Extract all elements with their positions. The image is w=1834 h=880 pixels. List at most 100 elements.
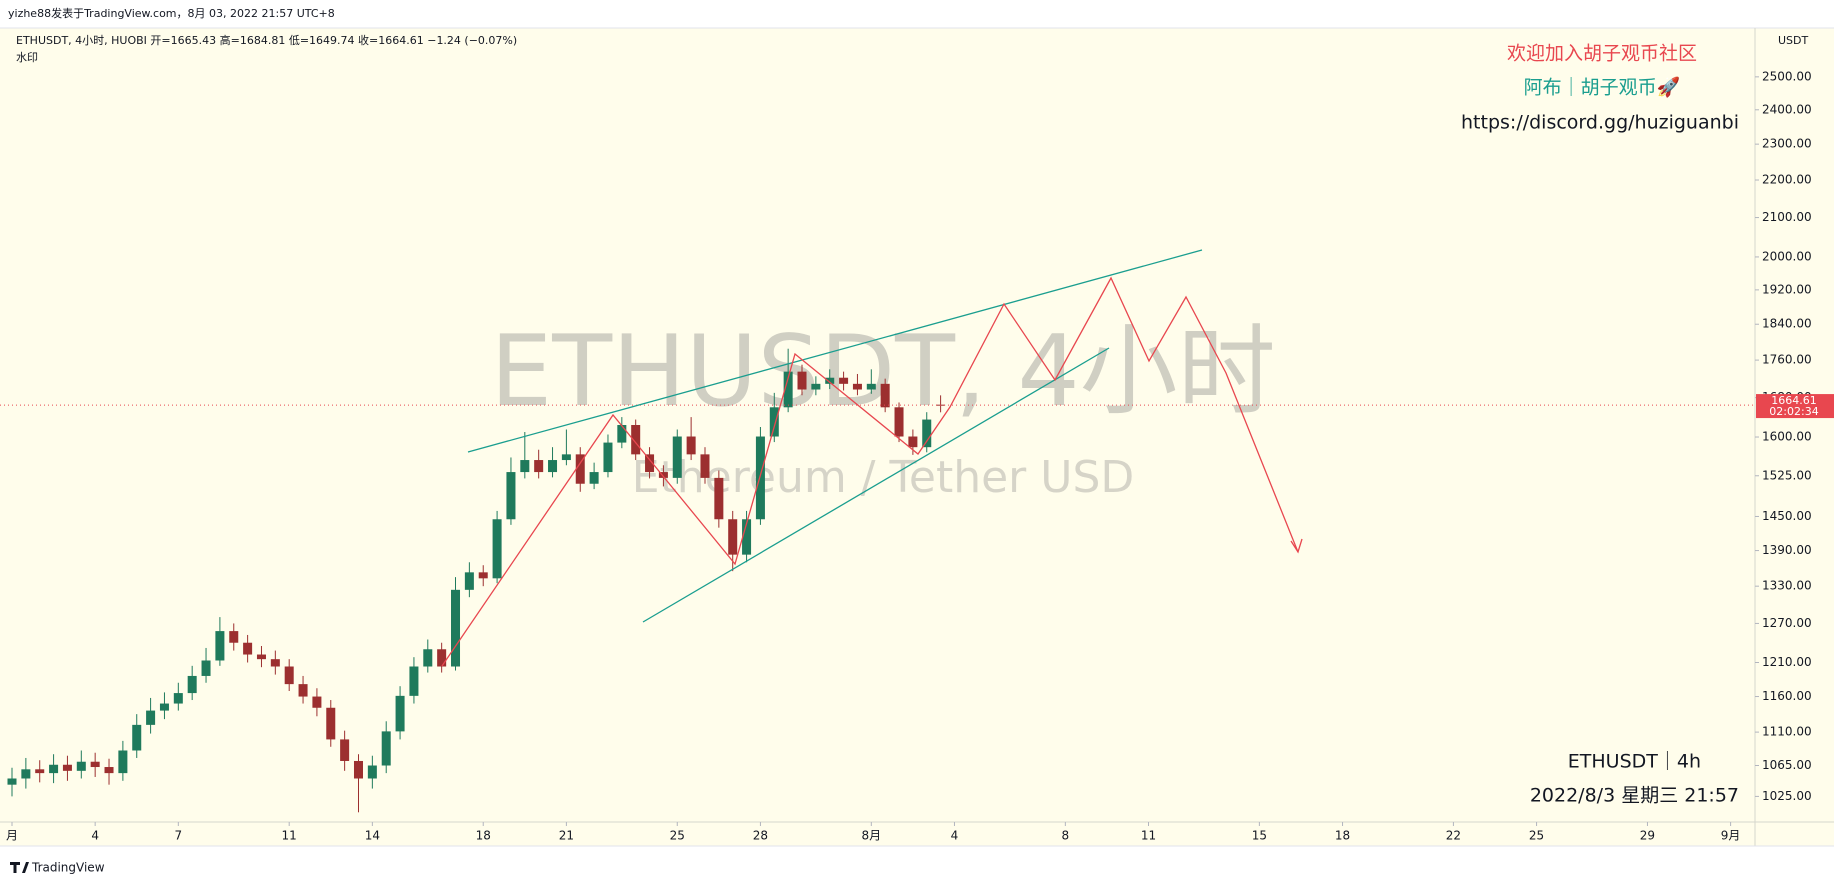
y-tick-label: 1840.00 [1762, 317, 1812, 331]
candle-body [340, 739, 350, 761]
axes: 1025.00 1065.00 1110.00 1160.00 1210.00 1270.… [6, 69, 1834, 843]
candle-body [548, 460, 558, 473]
candle-body [146, 710, 156, 725]
candle-body [243, 642, 253, 655]
candle-body [381, 731, 391, 766]
y-tick-label: 1210.00 [1762, 655, 1812, 669]
candle-body [256, 654, 266, 660]
candle-body [451, 589, 461, 667]
candle-body [922, 419, 932, 448]
candle-body [423, 649, 433, 667]
candle-body [49, 764, 59, 774]
last-price-label: 1664.61 [1771, 394, 1817, 407]
candle-body [700, 454, 710, 478]
y-tick-label: 1600.00 [1762, 430, 1812, 444]
annotation: 欢迎加入胡子观币社区 [1507, 43, 1697, 65]
candle-body [631, 425, 641, 455]
x-tick-label: 18 [1335, 829, 1350, 843]
x-tick-label: 18 [476, 829, 491, 843]
candle-body [617, 425, 627, 443]
candle-body [894, 407, 904, 437]
zigzag-path [441, 276, 1299, 667]
candle-body [506, 472, 516, 520]
x-tick-label: 29 [1640, 829, 1655, 843]
candle-body [839, 377, 849, 384]
annotation: 2022/8/3 星期三 21:57 [1530, 785, 1739, 807]
candle-body [478, 572, 488, 579]
x-tick-label: 14 [365, 829, 380, 843]
header: yizhe88发表于TradingView.com，8月 03, 2022 21… [8, 6, 335, 20]
candle-body [270, 659, 280, 667]
candle-body [132, 724, 142, 751]
candle-body [21, 769, 31, 779]
y-tick-label: 2500.00 [1762, 69, 1812, 83]
candle-body [215, 631, 225, 661]
footer: TradingView [31, 861, 105, 875]
x-tick-label: 9月 [1721, 829, 1741, 843]
candle-body [90, 761, 100, 768]
y-tick-label: 2200.00 [1762, 173, 1812, 187]
candle-body [811, 383, 821, 390]
annotation: https://discord.gg/huziguanbi [1461, 112, 1739, 134]
candle-body [589, 472, 599, 484]
candle-body [395, 695, 405, 732]
candle-body [908, 436, 918, 448]
countdown: 02:02:34 [1769, 405, 1818, 418]
y-tick-label: 1450.00 [1762, 509, 1812, 523]
x-tick-label: 28 [753, 829, 768, 843]
y-tick-label: 1160.00 [1762, 689, 1812, 703]
annotation: 阿布｜胡子观币🚀 [1524, 76, 1681, 99]
candle-body [880, 383, 890, 408]
candle-body [575, 454, 585, 484]
candle-body [520, 460, 530, 473]
candle-body [367, 765, 377, 779]
candle-body [783, 371, 793, 408]
x-tick-label: 21 [559, 829, 574, 843]
y-tick-label: 2100.00 [1762, 210, 1812, 224]
candle-body [62, 764, 72, 771]
candle-body [118, 750, 128, 774]
candle-body [187, 675, 197, 694]
candle-body [437, 649, 447, 667]
x-tick-label: 11 [282, 829, 297, 843]
candle-body [797, 371, 807, 390]
candle-body [866, 383, 876, 390]
watermark-title: ETHUSDT, 4小时 [490, 315, 1275, 429]
arrow-head [1290, 538, 1303, 554]
candle-body [35, 769, 45, 774]
y-tick-label: 1390.00 [1762, 543, 1812, 557]
y-axis-label: USDT [1778, 34, 1809, 47]
y-tick-label: 1525.00 [1762, 468, 1812, 482]
candle-body [173, 693, 183, 704]
candle-body [686, 436, 696, 455]
legend-note: 水印 [16, 51, 38, 64]
annotation: ETHUSDT｜4h [1568, 751, 1701, 773]
y-tick-label: 1920.00 [1762, 282, 1812, 296]
x-tick-label: 8 [1062, 829, 1070, 843]
x-tick-label: 7 [174, 829, 182, 843]
candle-body [825, 377, 835, 384]
legend: ETHUSDT, 4小时, HUOBI 开=1665.43 高=1684.81 … [16, 33, 517, 47]
y-tick-label: 1330.00 [1762, 579, 1812, 593]
candle-body [769, 407, 779, 437]
y-tick-label: 1110.00 [1762, 725, 1812, 739]
candle-body [76, 761, 86, 771]
x-tick-label: 4 [91, 829, 99, 843]
candle-body [312, 696, 322, 708]
candle-body [326, 707, 336, 740]
y-tick-label: 2000.00 [1762, 249, 1812, 263]
candle-body [755, 436, 765, 520]
candle-body [561, 454, 571, 461]
candle-body [409, 666, 419, 696]
candle-body [492, 519, 502, 579]
y-tick-label: 1760.00 [1762, 353, 1812, 367]
x-tick-label: 月 [6, 829, 18, 843]
candle-body [464, 572, 474, 590]
candle-body [284, 666, 294, 685]
x-tick-label: 22 [1446, 829, 1461, 843]
y-tick-label: 1065.00 [1762, 758, 1812, 772]
y-tick-label: 1025.00 [1762, 789, 1812, 803]
x-tick-label: 11 [1141, 829, 1156, 843]
candle-body [714, 477, 724, 520]
